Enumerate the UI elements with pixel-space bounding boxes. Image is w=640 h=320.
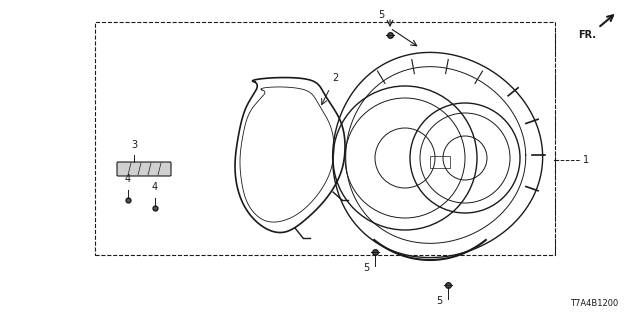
Bar bbox=[95, 22, 555, 255]
Text: 1: 1 bbox=[583, 155, 589, 165]
Text: 4: 4 bbox=[125, 174, 131, 184]
Text: 5: 5 bbox=[363, 263, 369, 273]
Text: 5: 5 bbox=[436, 296, 442, 306]
Text: 3: 3 bbox=[131, 140, 137, 150]
Text: 5: 5 bbox=[378, 10, 384, 20]
Text: T7A4B1200: T7A4B1200 bbox=[570, 299, 618, 308]
Text: FR.: FR. bbox=[578, 30, 596, 40]
Text: 2: 2 bbox=[332, 73, 339, 83]
Text: 4: 4 bbox=[152, 182, 158, 192]
FancyBboxPatch shape bbox=[117, 162, 171, 176]
